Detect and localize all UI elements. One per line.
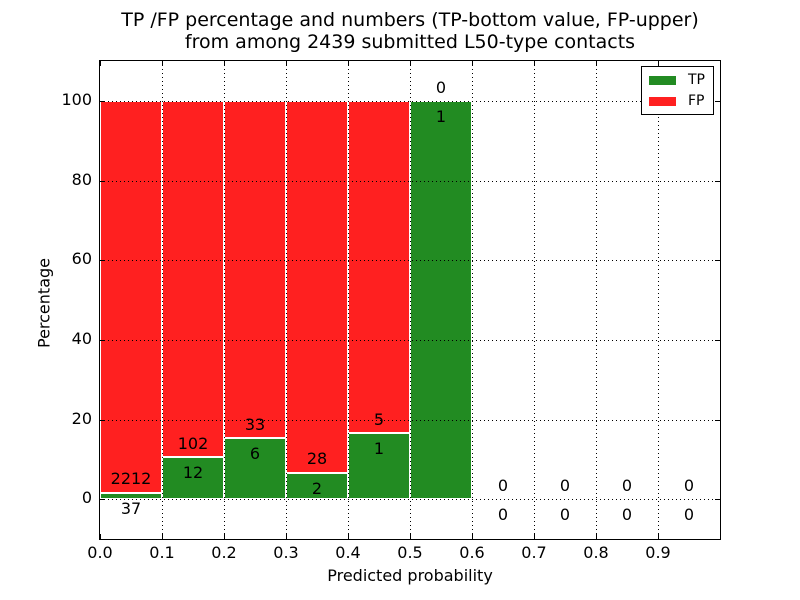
fp-count-label: 2212 <box>110 469 152 489</box>
tp-count-label: 2 <box>311 478 323 498</box>
x-tick-label: 0.6 <box>459 543 485 562</box>
tp-count-label: 0 <box>497 505 509 525</box>
y-tick-label: 20 <box>71 408 92 428</box>
fp-count-label: 102 <box>177 434 209 454</box>
bar-segment-fp <box>286 100 348 473</box>
x-tick-label: 0.4 <box>335 543 361 562</box>
x-tick-label: 0.8 <box>583 543 609 562</box>
x-tick-label: 0.9 <box>645 543 671 562</box>
tp-count-label: 1 <box>435 106 447 126</box>
fp-count-label: 0 <box>435 77 447 97</box>
x-tick-label: 0.0 <box>87 543 113 562</box>
bar-segment-fp <box>224 100 286 438</box>
x-tick-label: 0.7 <box>521 543 547 562</box>
bar-count-labels: 2212 37 102 12 33 6 28 2 5 1 0 1 0 0 0 0 0 0 0 0 <box>100 61 720 539</box>
legend-item-tp: TP <box>649 73 705 87</box>
bars-layer <box>100 61 720 539</box>
chart-title: TP /FP percentage and numbers (TP-bottom… <box>100 9 720 53</box>
bar-segment-fp <box>100 100 162 493</box>
x-tick-label: 0.1 <box>149 543 175 562</box>
bar-segment-tp <box>224 437 286 500</box>
chart-title-line1: TP /FP percentage and numbers (TP-bottom… <box>121 9 699 31</box>
x-tick-label: 0.5 <box>397 543 423 562</box>
legend-label-tp: TP <box>688 72 705 88</box>
fp-count-label: 0 <box>497 476 509 496</box>
x-tick-label: 0.3 <box>273 543 299 562</box>
tp-count-label: 37 <box>120 498 142 518</box>
tp-count-label: 12 <box>182 463 204 483</box>
tp-count-label: 0 <box>559 505 571 525</box>
legend-item-fp: FP <box>649 94 705 108</box>
fp-count-label: 0 <box>621 476 633 496</box>
legend: TP FP <box>641 66 714 115</box>
fp-count-label: 5 <box>373 409 385 429</box>
y-tick-label: 60 <box>71 249 92 269</box>
plot-area: 2212 37 102 12 33 6 28 2 5 1 0 1 0 0 0 0 0 0 0 0 TP FP <box>99 60 721 540</box>
tp-count-label: 0 <box>683 505 695 525</box>
fp-count-label: 0 <box>683 476 695 496</box>
bar-segment-tp <box>162 457 224 500</box>
tp-count-label: 0 <box>621 505 633 525</box>
x-tick-label: 0.2 <box>211 543 237 562</box>
y-tick-label: 0 <box>81 488 92 508</box>
gridlines-and-ticks <box>100 61 720 539</box>
tp-count-label: 6 <box>249 443 261 463</box>
fp-count-label: 28 <box>306 449 328 469</box>
legend-label-fp: FP <box>688 93 705 109</box>
fp-count-label: 0 <box>559 476 571 496</box>
tp-count-label: 1 <box>373 438 385 458</box>
y-tick-label: 100 <box>61 89 92 109</box>
bar-segment-tp <box>286 472 348 500</box>
fp-color-swatch <box>649 96 676 106</box>
x-axis-title: Predicted probability <box>327 566 493 585</box>
bar-segment-fp <box>348 100 410 433</box>
y-tick-label: 80 <box>71 169 92 189</box>
bar-segment-fp <box>162 100 224 458</box>
fp-count-label: 33 <box>244 414 266 434</box>
bar-segment-tp <box>100 492 162 500</box>
bar-segment-tp <box>348 432 410 500</box>
y-tick-label: 40 <box>71 328 92 348</box>
tp-color-swatch <box>649 75 676 85</box>
chart-title-line2: from among 2439 submitted L50-type conta… <box>184 31 636 53</box>
bar-segment-tp <box>410 100 472 500</box>
